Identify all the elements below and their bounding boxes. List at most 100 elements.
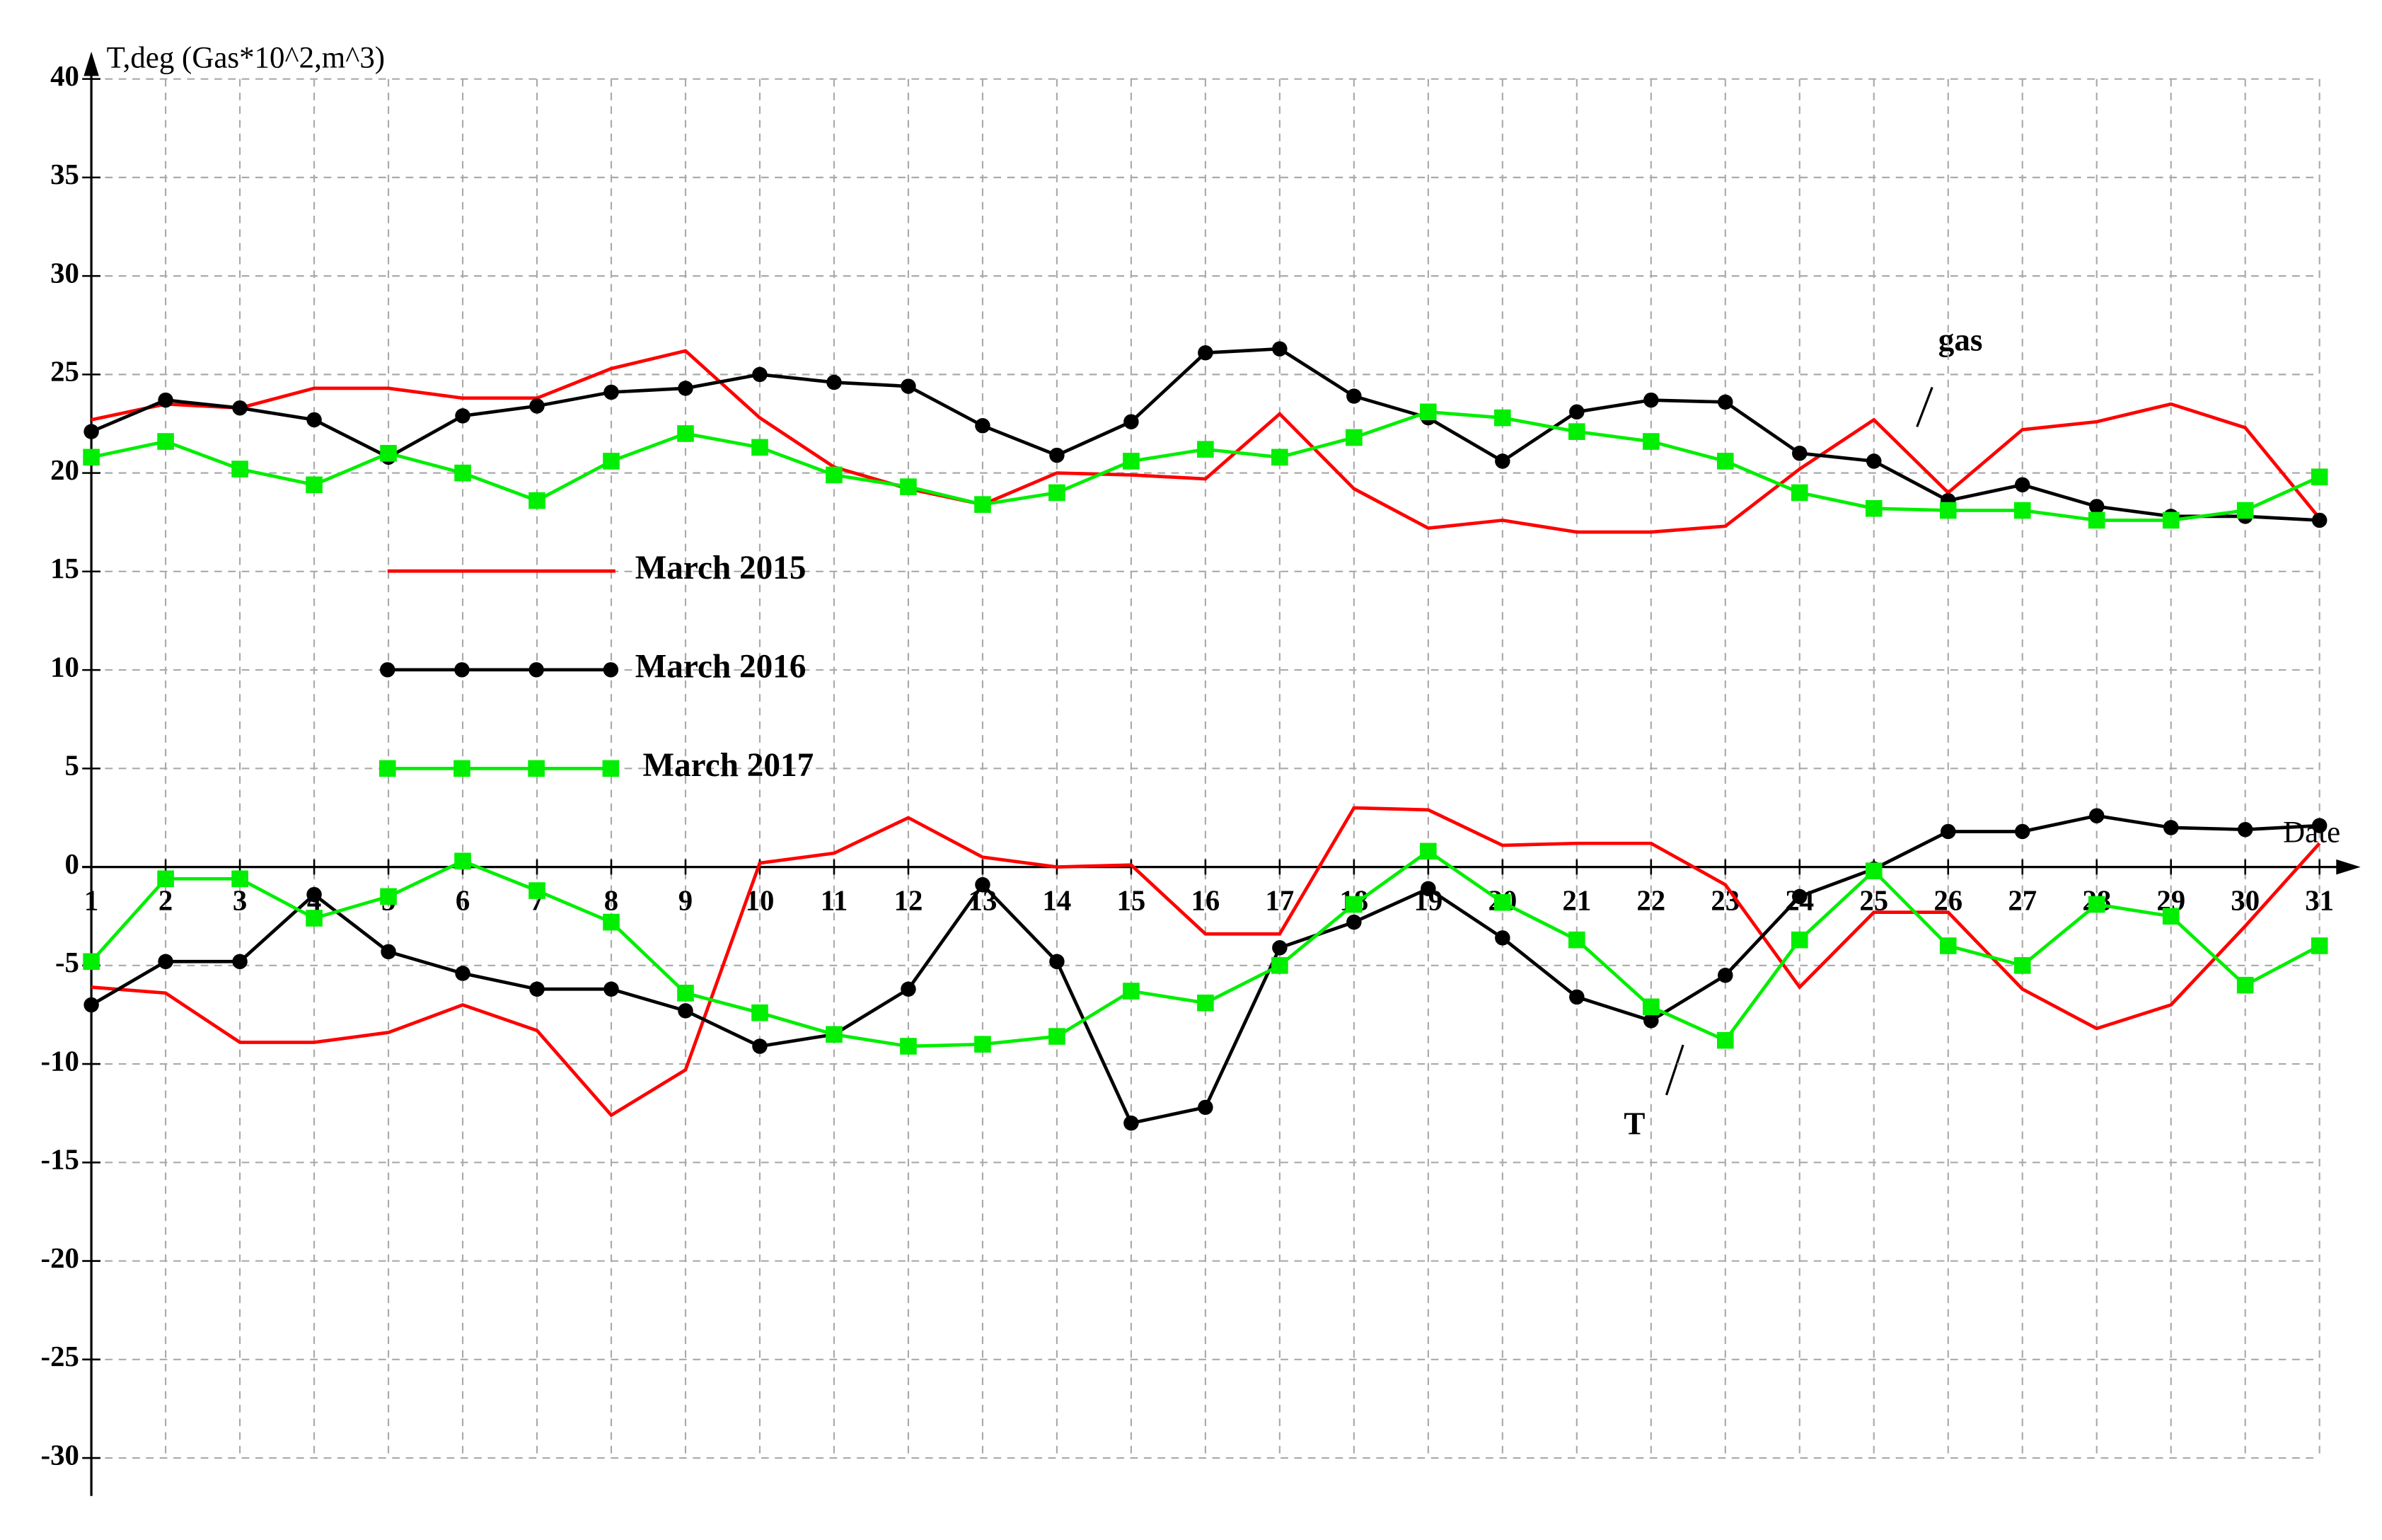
point [1866, 453, 1882, 469]
point [752, 1038, 768, 1054]
point [455, 408, 470, 424]
point [1272, 940, 1288, 956]
legend-label: March 2017 [642, 747, 814, 784]
point [1271, 448, 1288, 466]
legend-marker [528, 662, 544, 678]
x-tick-label: 22 [1636, 884, 1665, 916]
point [1346, 429, 1363, 446]
point [900, 478, 917, 495]
point [1865, 862, 1883, 879]
x-tick-label: 9 [678, 884, 693, 916]
x-axis-arrow [2336, 859, 2361, 875]
legend-item: March 2015 [387, 550, 806, 586]
x-tick-label: 17 [1265, 884, 1294, 916]
point [529, 981, 545, 997]
y-tick-label: 0 [65, 848, 79, 880]
point [231, 461, 248, 477]
point [2311, 468, 2328, 485]
point [1643, 998, 1660, 1016]
point [751, 439, 768, 456]
y-tick-label: 5 [65, 750, 79, 782]
point [2162, 511, 2180, 529]
y-tick-label: 25 [50, 356, 79, 388]
point [306, 910, 323, 927]
point [381, 944, 396, 960]
point [528, 492, 545, 509]
legend-item: March 2017 [378, 747, 814, 784]
point [157, 433, 174, 450]
legend-marker [603, 662, 619, 678]
point [603, 453, 620, 470]
point [1049, 447, 1065, 463]
point [2088, 499, 2105, 514]
point [528, 882, 545, 899]
y-tick-label: 15 [50, 552, 79, 584]
y-tick-label: 35 [50, 158, 79, 190]
point [2013, 502, 2031, 519]
point [83, 997, 99, 1013]
point [1643, 433, 1660, 450]
point [2162, 908, 2180, 925]
y-tick-label: -5 [55, 946, 79, 978]
point [1272, 341, 1288, 357]
point [751, 1004, 768, 1021]
line [91, 349, 2321, 534]
point [603, 981, 619, 997]
x-tick-label: 27 [2008, 884, 2037, 916]
point [1568, 931, 1585, 949]
point [2088, 808, 2105, 823]
point [2311, 818, 2328, 833]
point [1941, 823, 1956, 840]
point [752, 366, 768, 383]
point [1197, 441, 1214, 458]
legend-marker [602, 760, 620, 777]
point [677, 985, 694, 1002]
point [901, 981, 916, 997]
point [1569, 989, 1585, 1005]
annotation: gas [1938, 323, 1983, 358]
x-axis-label: Date [2283, 816, 2340, 850]
point [83, 448, 100, 466]
point [1716, 1031, 1734, 1049]
point [2311, 937, 2328, 954]
point [1346, 914, 1362, 930]
point [1939, 937, 1957, 954]
x-tick-label: 2 [158, 884, 173, 916]
y-axis-arrow [83, 51, 99, 76]
point [157, 870, 174, 888]
point [1494, 893, 1511, 911]
point [1123, 1115, 1139, 1131]
legend-label: March 2015 [635, 550, 806, 586]
point [1495, 930, 1510, 946]
x-tick-label: 3 [233, 884, 247, 916]
annotation-pointer [1665, 1044, 1684, 1096]
point [974, 1036, 991, 1053]
point [2237, 821, 2253, 838]
point [2236, 502, 2254, 519]
x-tick-label: 15 [1117, 884, 1146, 916]
point [1049, 954, 1065, 970]
point [900, 1038, 917, 1055]
point [1420, 843, 1437, 860]
point [380, 888, 397, 905]
point [1197, 994, 1214, 1012]
point [306, 412, 322, 428]
point [2013, 957, 2031, 974]
point [1198, 345, 1213, 361]
point [975, 418, 990, 434]
point [677, 425, 694, 442]
line [91, 806, 2321, 1118]
y-tick-label: -10 [41, 1045, 79, 1077]
point [1792, 446, 1808, 461]
point [826, 374, 842, 390]
point [1865, 499, 1883, 517]
point [454, 464, 471, 482]
point [2163, 820, 2179, 835]
legend-marker [378, 760, 396, 777]
y-axis-label: T,deg (Gas*10^2,m^3) [107, 42, 386, 75]
point [975, 876, 990, 893]
y-tick-label: -20 [41, 1242, 79, 1274]
x-tick-label: 16 [1191, 884, 1220, 916]
point [1123, 453, 1140, 470]
